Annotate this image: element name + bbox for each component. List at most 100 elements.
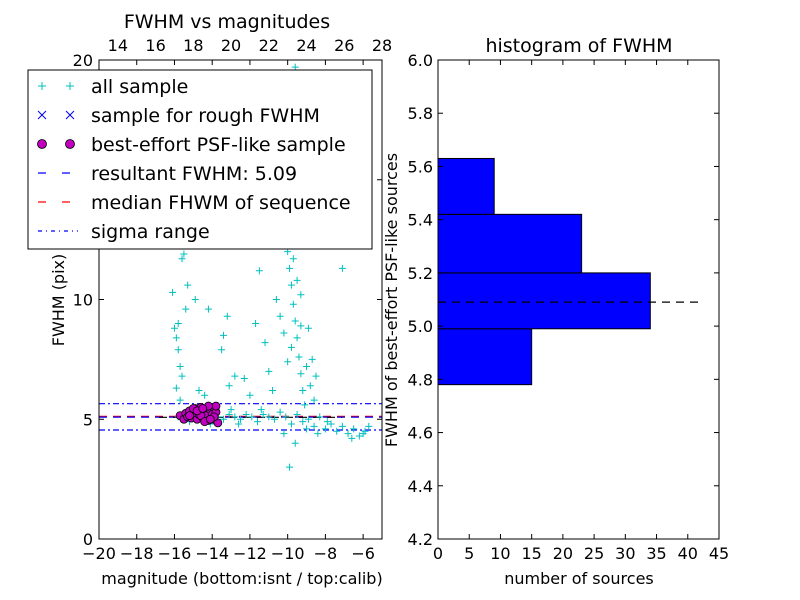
sample-point bbox=[235, 420, 243, 428]
sample-point bbox=[176, 363, 184, 371]
sample-point bbox=[344, 430, 352, 438]
sample-point bbox=[225, 410, 233, 418]
sample-point bbox=[291, 317, 299, 325]
sample-point bbox=[299, 387, 307, 395]
sample-point bbox=[261, 339, 269, 347]
psf-point bbox=[211, 401, 221, 411]
fwhm-histogram-panel: 0 5 10 15 20 25 30 35 40 45 4.2 4.4 4.6 4.8 5.0 5.2 5.4… bbox=[382, 35, 729, 588]
legend-markers bbox=[37, 82, 78, 232]
top-tick-label: 22 bbox=[259, 36, 279, 55]
x-tick-label: 25 bbox=[584, 544, 604, 563]
legend-entry-rough-fwhm: sample for rough FWHM bbox=[91, 105, 320, 127]
legend-circle-marker bbox=[37, 139, 47, 149]
top-tick-label: 18 bbox=[183, 36, 203, 55]
sample-point bbox=[220, 415, 228, 423]
sample-point bbox=[306, 382, 314, 390]
legend-box bbox=[27, 69, 373, 250]
histogram-bar bbox=[437, 272, 651, 330]
x-tick-label: 40 bbox=[678, 544, 698, 563]
y-tick-label: 5.6 bbox=[408, 157, 433, 176]
sample-point bbox=[312, 372, 320, 380]
sample-point bbox=[308, 355, 316, 363]
sample-point bbox=[265, 413, 273, 421]
sample-point bbox=[174, 319, 182, 327]
sample-point bbox=[248, 413, 256, 421]
y-tick-label: 4.8 bbox=[408, 370, 433, 389]
x-tick-label: −14 bbox=[195, 544, 229, 563]
x-tick-label: −10 bbox=[271, 544, 305, 563]
sample-point bbox=[321, 425, 329, 433]
sample-point bbox=[227, 406, 235, 414]
sample-point bbox=[297, 322, 305, 330]
x-tick-label: 20 bbox=[553, 544, 573, 563]
sample-point bbox=[191, 296, 199, 303]
x-tick-label: −12 bbox=[233, 544, 267, 563]
x-tick-label: 35 bbox=[646, 544, 666, 563]
sample-point bbox=[333, 427, 341, 435]
histogram-bar bbox=[437, 213, 583, 274]
sample-point bbox=[178, 372, 186, 380]
sample-point bbox=[297, 291, 305, 299]
sample-point bbox=[355, 432, 363, 440]
legend-plus-marker bbox=[66, 82, 74, 90]
legend-circle-marker bbox=[65, 139, 75, 149]
sample-point bbox=[170, 324, 178, 332]
sample-point bbox=[293, 410, 301, 418]
sample-point bbox=[259, 410, 267, 418]
legend-x-marker bbox=[65, 110, 75, 120]
right-plot-frame bbox=[437, 59, 720, 540]
sample-point bbox=[323, 418, 331, 426]
sample-point bbox=[287, 420, 295, 428]
sample-point bbox=[295, 353, 303, 361]
sample-point bbox=[172, 334, 180, 342]
sample-point bbox=[223, 312, 231, 320]
sample-point bbox=[225, 382, 233, 390]
sample-point bbox=[276, 408, 284, 416]
sample-point bbox=[242, 410, 250, 418]
x-tick-label: 45 bbox=[709, 544, 729, 563]
legend-entry-all-sample: all sample bbox=[91, 76, 188, 98]
sample-point bbox=[284, 358, 292, 366]
y-tick-label: 5.8 bbox=[408, 104, 433, 123]
sample-point bbox=[218, 346, 226, 354]
legend-plus-marker bbox=[38, 82, 46, 90]
sample-point bbox=[291, 439, 299, 447]
right-x-axis-ticks: 0 5 10 15 20 25 30 35 40 45 bbox=[433, 60, 729, 563]
sample-point bbox=[304, 415, 312, 423]
sample-point bbox=[269, 387, 277, 395]
y-tick-label: 6.0 bbox=[408, 51, 433, 70]
sample-point bbox=[297, 370, 305, 378]
x-tick-label: −16 bbox=[158, 544, 192, 563]
sample-point bbox=[310, 422, 318, 430]
top-tick-label: 26 bbox=[334, 36, 354, 55]
sample-point bbox=[287, 281, 295, 289]
sample-point bbox=[176, 396, 184, 404]
sample-point bbox=[359, 430, 367, 438]
sample-point bbox=[310, 396, 318, 404]
top-tick-label: 28 bbox=[372, 36, 392, 55]
sample-point bbox=[178, 255, 186, 263]
x-tick-label: −20 bbox=[82, 544, 116, 563]
sample-point bbox=[270, 415, 278, 423]
sample-point bbox=[195, 387, 203, 395]
y-tick-label: 5.0 bbox=[408, 317, 433, 336]
sample-point bbox=[184, 281, 192, 289]
sample-point bbox=[276, 312, 284, 320]
top-tick-label: 16 bbox=[145, 36, 165, 55]
right-y-axis-label: FWHM of best-effort PSF-like sources bbox=[382, 153, 401, 447]
sample-point bbox=[201, 391, 209, 399]
x-tick-label: 15 bbox=[521, 544, 541, 563]
y-tick-label: 4.2 bbox=[408, 530, 433, 549]
sample-point bbox=[231, 372, 239, 380]
y-tick-label: 5 bbox=[83, 410, 93, 429]
legend-x-marker bbox=[37, 110, 47, 120]
legend-entry-sigma-range: sigma range bbox=[91, 221, 210, 243]
sample-point bbox=[255, 267, 263, 275]
sample-point bbox=[180, 250, 188, 258]
left-y-axis-label: FWHM (pix) bbox=[49, 254, 68, 347]
sample-point bbox=[282, 413, 290, 421]
x-tick-label: −18 bbox=[120, 544, 154, 563]
sample-point bbox=[280, 329, 288, 337]
legend-entry-psf-sample: best-effort PSF-like sample bbox=[91, 134, 346, 156]
